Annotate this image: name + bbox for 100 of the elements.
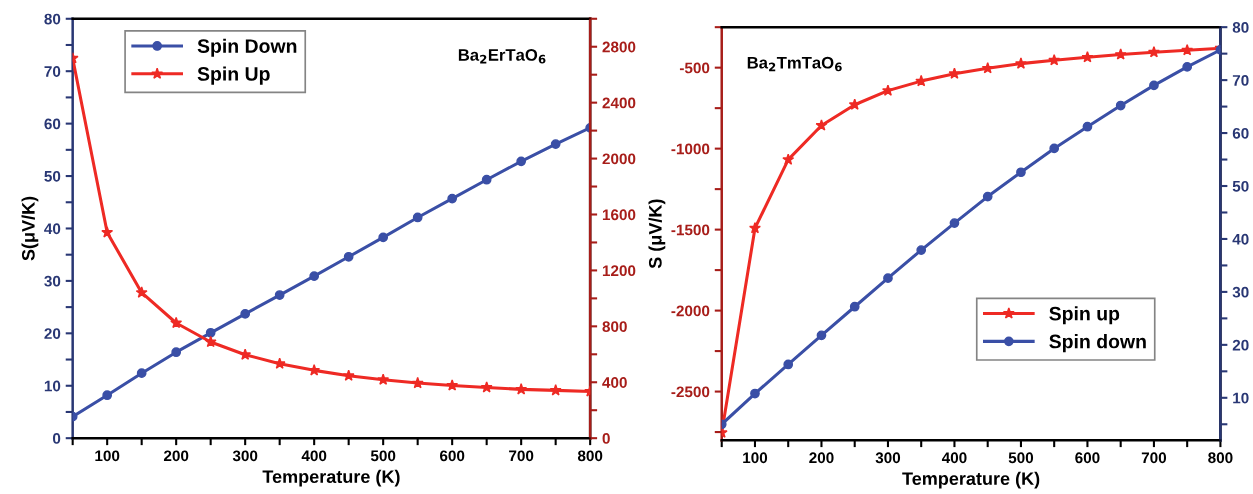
y2-tick-label: 60 <box>1232 127 1249 139</box>
point <box>915 74 928 87</box>
y-tick-label: -500 <box>679 62 710 74</box>
point <box>1115 100 1126 111</box>
y-tick-label: -2000 <box>671 305 710 317</box>
point <box>102 390 113 401</box>
point <box>411 376 424 389</box>
y2-tick-label: 30 <box>1232 286 1249 298</box>
point <box>783 359 794 370</box>
x-tick-label: 100 <box>743 452 768 464</box>
x-tick-label: 500 <box>1008 452 1034 464</box>
y2-tick-label: 2000 <box>602 153 636 165</box>
y-tick-label: 70 <box>44 66 61 77</box>
point <box>948 67 961 79</box>
y-tick-label: 50 <box>44 170 61 182</box>
y-tick-label: 30 <box>44 275 61 287</box>
point <box>1049 143 1060 154</box>
point <box>515 383 528 395</box>
point <box>1181 43 1194 56</box>
point <box>378 232 389 243</box>
point <box>412 212 423 223</box>
point <box>343 251 354 262</box>
x-tick-label: 800 <box>1208 452 1233 464</box>
point <box>550 139 561 149</box>
point <box>816 330 827 341</box>
x-tick-label: 400 <box>941 452 967 464</box>
y2-tick-label: 70 <box>1232 74 1249 86</box>
y2-tick-label: 2800 <box>602 41 636 53</box>
point <box>848 98 861 110</box>
y-tick-label: -1000 <box>671 143 710 155</box>
point <box>1182 62 1193 72</box>
y-tick-label: -1500 <box>671 224 710 236</box>
y2-tick-label: 50 <box>1232 180 1249 192</box>
point <box>274 290 285 300</box>
point <box>883 273 893 283</box>
y-tick-label: 10 <box>44 380 61 392</box>
point <box>916 245 927 255</box>
point <box>240 309 251 319</box>
annotation: Ba$_{2}$ErTaO$_{6}$ <box>458 49 546 64</box>
x-tick-label: 300 <box>232 450 258 462</box>
x-tick-label: 700 <box>1141 452 1167 464</box>
point <box>881 84 894 96</box>
y-tick-label: 0 <box>52 433 61 444</box>
y-tick-label: 60 <box>44 118 61 130</box>
point <box>949 218 960 228</box>
point <box>849 301 860 312</box>
point <box>549 384 562 396</box>
y2-tick-label: 40 <box>1232 233 1249 245</box>
x-tick-label: 200 <box>809 452 834 464</box>
point <box>1014 57 1027 69</box>
x-tick-label: 800 <box>577 450 603 462</box>
point <box>171 347 182 358</box>
y2-tick-label: 1200 <box>602 265 636 277</box>
point <box>136 368 147 379</box>
y-axis-title: S (μV/K) <box>648 199 666 269</box>
point <box>481 174 492 185</box>
point <box>239 348 252 360</box>
annotation: Ba$_{2}$TmTaO$_{6}$ <box>747 56 842 72</box>
y2-tick-label: 2400 <box>602 97 636 109</box>
y-tick-label: 80 <box>44 13 61 25</box>
point <box>1149 80 1159 91</box>
point <box>1082 121 1093 132</box>
point <box>205 327 216 338</box>
point <box>1147 46 1160 58</box>
point <box>204 335 217 348</box>
y-tick-label: 40 <box>44 223 61 235</box>
x-tick-label: 500 <box>370 450 396 462</box>
y-tick-label: 20 <box>44 328 61 340</box>
point <box>1048 53 1061 66</box>
x-tick-label: 600 <box>1075 452 1100 464</box>
y2-tick-label: 20 <box>1232 339 1249 351</box>
x-axis-title: Temperature (K) <box>262 469 400 487</box>
x-tick-label: 400 <box>301 450 327 462</box>
point <box>1016 167 1026 178</box>
x-axis-title: Temperature (K) <box>902 471 1040 489</box>
legend-label: Spin down <box>1049 334 1146 353</box>
point <box>480 381 493 393</box>
point <box>516 156 527 167</box>
y2-tick-label: 10 <box>1233 392 1249 404</box>
point <box>748 221 761 234</box>
x-tick-label: 700 <box>509 450 534 462</box>
point <box>815 119 828 131</box>
point <box>447 193 458 204</box>
y2-tick-label: 800 <box>602 321 627 333</box>
point <box>377 373 390 385</box>
point <box>135 286 148 298</box>
x-tick-label: 200 <box>163 450 189 462</box>
x-tick-label: 600 <box>439 450 465 462</box>
y-axis-title: S(μV/K) <box>21 196 39 261</box>
y-tick-label: -2500 <box>671 386 710 398</box>
legend-label: Spin Down <box>197 38 297 57</box>
point <box>101 226 114 238</box>
y2-tick-label: 0 <box>602 433 610 444</box>
point <box>750 388 760 399</box>
point <box>982 191 993 202</box>
point <box>309 271 320 282</box>
y2-tick-label: 1600 <box>602 209 636 221</box>
y2-tick-label: 400 <box>602 377 627 388</box>
point <box>782 153 795 165</box>
point <box>342 369 355 381</box>
